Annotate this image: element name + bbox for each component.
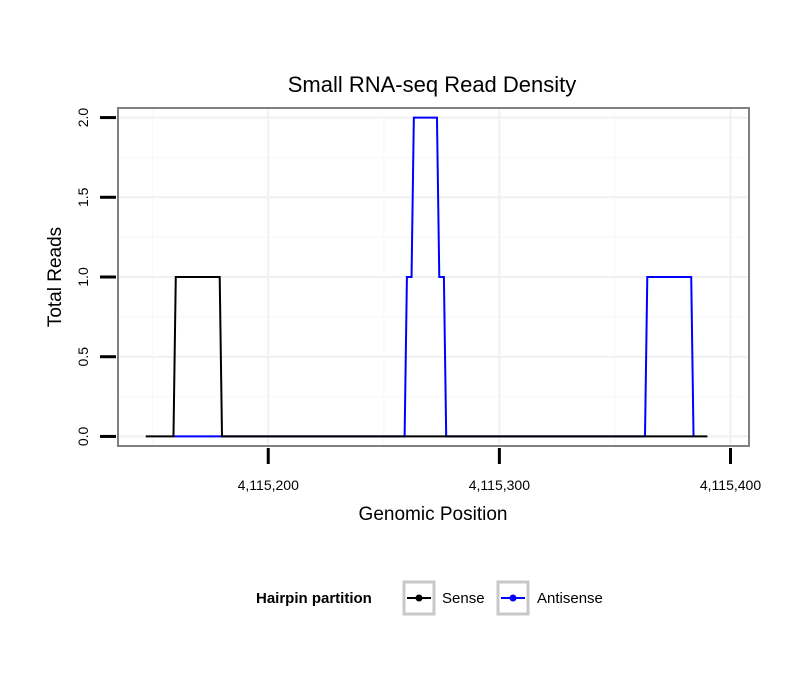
y-axis-label: Total Reads	[45, 227, 66, 327]
legend-items: Sense Antisense	[402, 580, 603, 616]
y-tick-label: 2.0	[75, 108, 91, 128]
legend-label: Sense	[442, 590, 485, 607]
legend-key-marker	[509, 594, 517, 602]
y-tick-label: 0.5	[75, 347, 91, 367]
y-tick-label: 1.5	[75, 187, 91, 207]
legend-title: Hairpin partition	[256, 590, 372, 607]
series-layer	[145, 116, 708, 438]
series-line-sense	[145, 276, 708, 438]
legend-label: Antisense	[537, 590, 603, 607]
grid-layer	[118, 108, 749, 446]
x-tick-label: 4,115,400	[700, 477, 761, 493]
legend-item-antisense: Antisense	[496, 580, 603, 616]
y-tick-label: 0.0	[75, 426, 91, 446]
x-axis-label: Genomic Position	[359, 504, 508, 525]
legend-key-marker	[415, 594, 423, 602]
legend: Hairpin partition Sense Antisense	[256, 580, 603, 616]
x-axis: 4,115,200 4,115,300 4,115,400	[238, 448, 761, 493]
y-axis: 0.0 0.5 1.0 1.5 2.0	[75, 108, 116, 446]
y-tick-label: 1.0	[75, 267, 91, 287]
plot-panel	[117, 107, 750, 447]
x-tick-label: 4,115,300	[469, 477, 530, 493]
legend-item-sense: Sense	[402, 580, 485, 616]
x-tick-label: 4,115,200	[238, 477, 299, 493]
series-line-antisense	[173, 116, 695, 438]
chart-title: Small RNA-seq Read Density	[288, 72, 577, 97]
